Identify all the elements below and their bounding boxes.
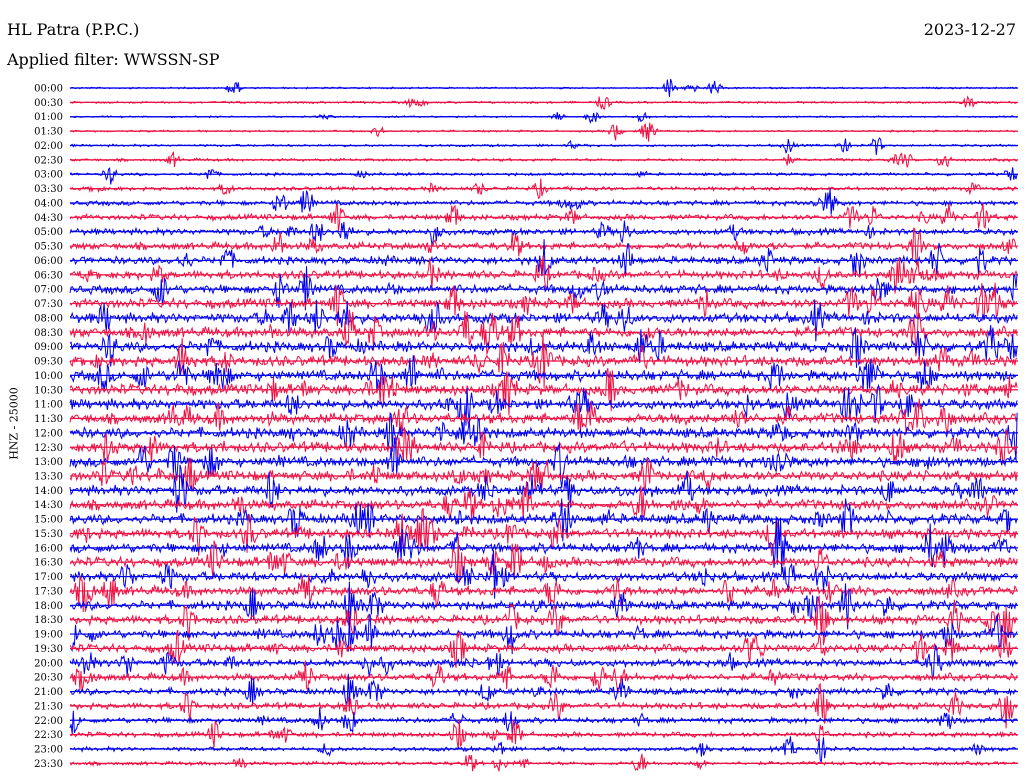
time-tick-label: 19:30 xyxy=(34,644,63,655)
seismic-trace xyxy=(69,411,1018,461)
time-tick-label: 23:00 xyxy=(34,745,63,756)
time-tick-label: 22:30 xyxy=(34,730,63,741)
time-tick-label: 06:30 xyxy=(34,270,63,281)
seismic-trace xyxy=(69,299,1018,342)
seismic-trace xyxy=(69,239,1018,277)
time-tick-label: 17:30 xyxy=(34,586,63,597)
time-tick-label: 02:00 xyxy=(34,141,63,152)
time-tick-label: 22:00 xyxy=(34,716,63,727)
time-tick-label: 12:00 xyxy=(34,428,63,439)
time-tick-label: 19:00 xyxy=(34,630,63,641)
seismic-trace xyxy=(69,673,1018,706)
seismic-trace xyxy=(69,428,1018,466)
time-tick-label: 11:00 xyxy=(34,400,63,411)
time-tick-label: 01:30 xyxy=(34,127,63,138)
seismic-trace xyxy=(69,498,1018,542)
time-tick-label: 06:00 xyxy=(34,256,63,267)
time-tick-label: 20:30 xyxy=(34,673,63,684)
seismic-trace xyxy=(69,309,1018,357)
time-tick-label: 21:00 xyxy=(34,687,63,698)
seismic-trace xyxy=(69,507,1018,557)
seismic-trace xyxy=(69,660,1018,694)
seismic-trace xyxy=(69,282,1018,326)
seismic-trace xyxy=(69,550,1018,599)
time-tick-label: 07:00 xyxy=(34,285,63,296)
time-tick-label: 03:30 xyxy=(34,184,63,195)
seismic-trace xyxy=(69,574,1018,613)
time-tick-label: 18:00 xyxy=(34,601,63,612)
time-tick-label: 12:30 xyxy=(34,443,63,454)
time-tick-label: 04:30 xyxy=(34,213,63,224)
seismic-trace xyxy=(69,255,1018,294)
time-tick-label: 16:30 xyxy=(34,558,63,569)
seismic-trace xyxy=(69,355,1018,393)
seismic-trace xyxy=(69,167,1018,185)
seismic-trace xyxy=(69,151,1018,168)
time-tick-label: 10:30 xyxy=(34,385,63,396)
seismic-trace xyxy=(69,629,1018,668)
seismic-trace xyxy=(69,682,1018,729)
seismic-trace xyxy=(69,581,1018,630)
time-tick-label: 13:30 xyxy=(34,471,63,482)
seismic-trace xyxy=(69,95,1018,110)
time-tick-label: 14:30 xyxy=(34,500,63,511)
seismic-trace xyxy=(69,644,1018,680)
seismic-trace xyxy=(69,437,1018,488)
seismic-trace xyxy=(69,719,1018,750)
time-tick-label: 09:00 xyxy=(34,342,63,353)
seismic-trace xyxy=(69,481,1018,522)
time-tick-label: 21:30 xyxy=(34,701,63,712)
seismic-trace xyxy=(69,122,1018,142)
time-tick-label: 05:30 xyxy=(34,242,63,253)
seismic-trace xyxy=(69,178,1018,200)
time-tick-label: 08:00 xyxy=(34,313,63,324)
seismic-trace xyxy=(69,220,1018,246)
station-title: HL Patra (P.P.C.) xyxy=(7,20,140,39)
seismic-trace xyxy=(69,111,1018,125)
seismic-trace xyxy=(69,202,1018,232)
seismic-trace xyxy=(69,594,1018,646)
seismic-trace xyxy=(69,78,1018,97)
seismic-trace xyxy=(69,383,1018,437)
filter-label: Applied filter: WWSSN-SP xyxy=(7,50,220,69)
seismic-trace xyxy=(69,516,1018,574)
time-tick-label: 04:00 xyxy=(34,198,63,209)
seismic-trace xyxy=(69,457,1018,495)
seismic-trace xyxy=(69,398,1018,438)
time-tick-label: 13:00 xyxy=(34,457,63,468)
time-tick-label: 15:30 xyxy=(34,529,63,540)
seismic-trace xyxy=(69,536,1018,583)
seismic-trace xyxy=(69,753,1018,772)
seismic-trace xyxy=(69,137,1018,155)
time-tick-label: 08:30 xyxy=(34,328,63,339)
seismic-trace xyxy=(69,368,1018,416)
seismic-trace xyxy=(69,266,1018,311)
time-tick-label: 07:30 xyxy=(34,299,63,310)
time-tick-label: 00:30 xyxy=(34,98,63,109)
time-tick-label: 09:30 xyxy=(34,357,63,368)
time-tick-label: 16:00 xyxy=(34,543,63,554)
time-tick-label: 23:30 xyxy=(34,759,63,770)
seismic-trace xyxy=(69,736,1018,763)
seismic-trace xyxy=(69,464,1018,513)
time-tick-label: 14:00 xyxy=(34,486,63,497)
time-tick-label: 01:00 xyxy=(34,112,63,123)
time-tick-label: 11:30 xyxy=(34,414,63,425)
time-tick-label: 02:30 xyxy=(34,155,63,166)
time-tick-label: 20:00 xyxy=(34,658,63,669)
time-tick-label: 00:00 xyxy=(34,84,63,95)
seismic-trace xyxy=(69,332,1018,389)
date-label: 2023-12-27 xyxy=(923,20,1016,39)
time-tick-label: 17:00 xyxy=(34,572,63,583)
seismic-trace xyxy=(69,187,1018,215)
time-tick-label: 03:00 xyxy=(34,170,63,181)
time-tick-label: 18:30 xyxy=(34,615,63,626)
seismic-trace xyxy=(69,707,1018,735)
time-tick-label: 15:00 xyxy=(34,515,63,526)
seismic-trace xyxy=(70,613,1018,655)
time-tick-label: 05:00 xyxy=(34,227,63,238)
time-tick-label: 10:00 xyxy=(34,371,63,382)
